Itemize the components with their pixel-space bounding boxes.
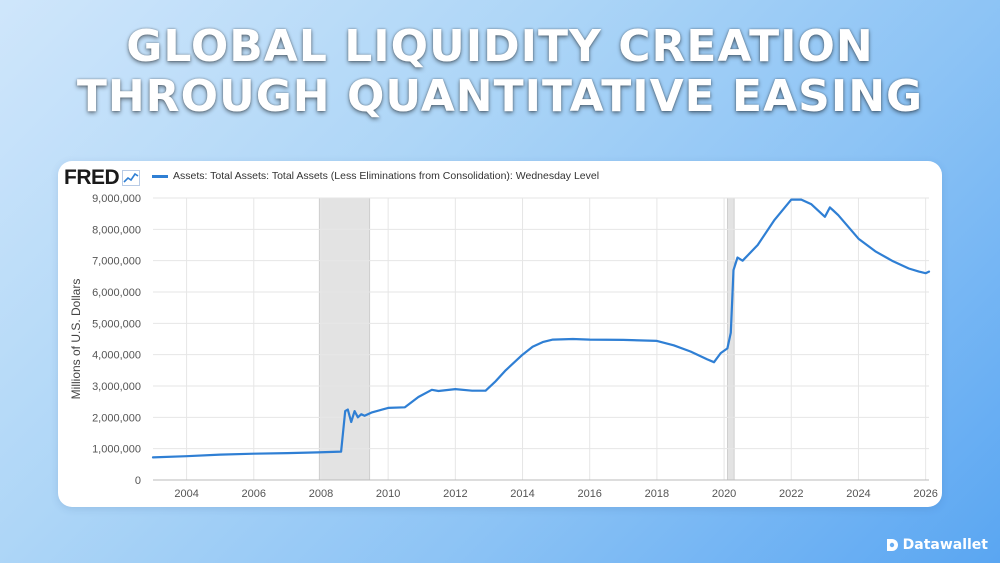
series-line bbox=[151, 198, 931, 459]
y-tick-label: 1,000,000 bbox=[92, 444, 141, 456]
legend-swatch bbox=[152, 174, 168, 178]
y-tick-label: 2,000,000 bbox=[92, 412, 141, 424]
x-tick-label: 2014 bbox=[510, 488, 534, 500]
datawallet-watermark: Datawallet bbox=[885, 537, 988, 553]
x-tick-label: 2018 bbox=[645, 488, 669, 500]
recession-band bbox=[318, 197, 371, 481]
line-chart-icon bbox=[122, 170, 141, 186]
x-tick-label: 2022 bbox=[779, 488, 803, 500]
headline: GLOBAL LIQUIDITY CREATION THROUGH QUANTI… bbox=[0, 22, 1000, 122]
legend-label: Assets: Total Assets: Total Assets (Less… bbox=[173, 170, 600, 182]
y-tick-label: 6,000,000 bbox=[92, 287, 141, 299]
y-tick-label: 4,000,000 bbox=[92, 350, 141, 362]
x-tick-label: 2012 bbox=[443, 488, 467, 500]
y-tick-label: 8,000,000 bbox=[92, 224, 141, 236]
x-tick-label: 2006 bbox=[242, 488, 266, 500]
y-tick-label: 5,000,000 bbox=[92, 318, 141, 330]
x-tick-label: 2026 bbox=[913, 488, 937, 500]
x-tick-label: 2004 bbox=[174, 488, 198, 500]
fred-logo[interactable]: FRED bbox=[64, 166, 141, 189]
chart-card: 0 1,000,000 2,000,000 3,000,000 4,000,000 5,0… bbox=[58, 161, 942, 507]
y-tick-label: 0 bbox=[135, 475, 141, 487]
chart-legend: Assets: Total Assets: Total Assets (Less… bbox=[152, 170, 599, 182]
x-tick-label: 2024 bbox=[846, 488, 870, 500]
watermark-text: Datawallet bbox=[902, 537, 988, 553]
x-tick-label: 2008 bbox=[309, 488, 333, 500]
x-tick-label: 2010 bbox=[376, 488, 400, 500]
chart-svg: 0 1,000,000 2,000,000 3,000,000 4,000,000 5,0… bbox=[69, 193, 938, 500]
fred-logo-text: FRED bbox=[64, 166, 120, 189]
y-axis-title: Millions of U.S. Dollars bbox=[69, 279, 83, 400]
y-tick-label: 9,000,000 bbox=[92, 193, 141, 205]
y-tick-label: 7,000,000 bbox=[92, 256, 141, 268]
x-tick-label: 2016 bbox=[577, 488, 601, 500]
datawallet-logo-icon bbox=[886, 539, 898, 551]
y-tick-label: 3,000,000 bbox=[92, 381, 141, 393]
headline-line-2: THROUGH QUANTITATIVE EASING bbox=[76, 71, 924, 122]
x-tick-label: 2020 bbox=[712, 488, 736, 500]
headline-line-1: GLOBAL LIQUIDITY CREATION bbox=[126, 21, 874, 72]
